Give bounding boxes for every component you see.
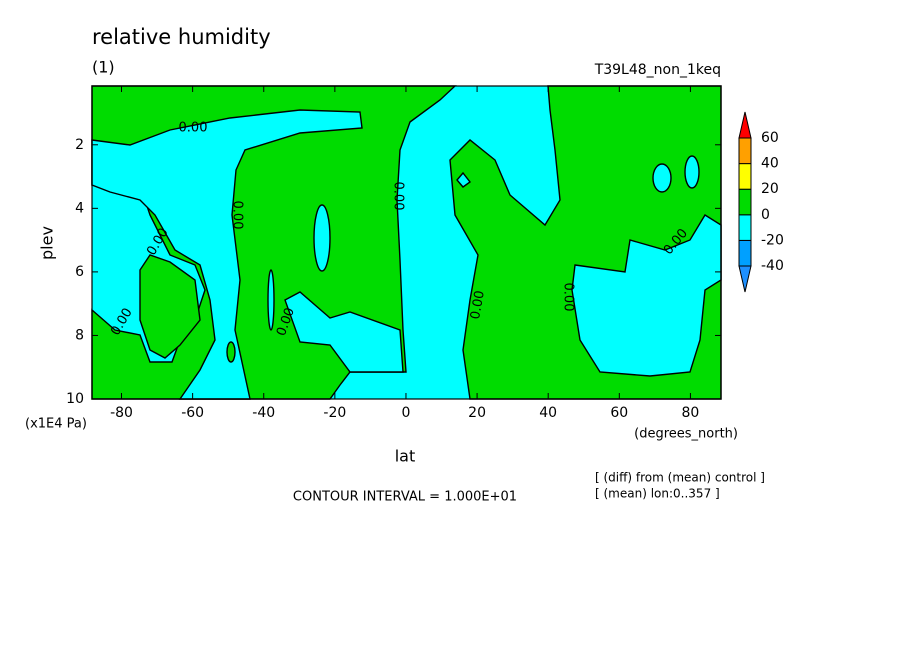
contour-label: 0.00 xyxy=(391,182,406,211)
x-tick-label: 0 xyxy=(402,405,411,421)
colorbar-label: 40 xyxy=(761,156,779,172)
colorbar-box xyxy=(738,137,752,165)
plot-frame xyxy=(91,85,722,400)
colorbar-label: -20 xyxy=(761,232,784,248)
cyan-region xyxy=(456,171,472,188)
colorbar-label: 0 xyxy=(761,207,770,223)
colorbar-box xyxy=(738,188,752,216)
y-axis-label: plev xyxy=(38,226,57,260)
chart-title: relative humidity xyxy=(92,25,271,49)
colorbar-label: -40 xyxy=(761,258,784,274)
run-label: T39L48_non_1keq xyxy=(594,62,721,78)
x-tick-label: 20 xyxy=(468,405,486,421)
contour-label: 0.00 xyxy=(179,121,208,136)
contour-field xyxy=(91,85,722,400)
cyan-region xyxy=(313,204,331,272)
x-tick-label: -80 xyxy=(110,405,133,421)
contour-label: 0.00 xyxy=(230,201,245,230)
cyan-region xyxy=(684,155,700,189)
x-tick-label: 60 xyxy=(610,405,628,421)
chart-subtitle: (1) xyxy=(92,58,115,77)
x-axis-label: lat xyxy=(395,447,416,466)
x-tick-label: -20 xyxy=(323,405,346,421)
cyan-region xyxy=(284,291,404,373)
contour-label: 0.00 xyxy=(468,289,488,320)
y-axis-unit: (x1E4 Pa) xyxy=(25,417,87,432)
x-tick-label: -40 xyxy=(252,405,275,421)
y-tick-label: 4 xyxy=(75,200,84,216)
x-tick-label: 80 xyxy=(682,405,700,421)
note: [ (diff) from (mean) control ] xyxy=(595,471,765,485)
contour-interval: CONTOUR INTERVAL = 1.000E+01 xyxy=(293,490,517,505)
colorbar-extend-high xyxy=(738,111,752,139)
colorbar-box xyxy=(738,214,752,241)
colorbar-box xyxy=(738,239,752,267)
green-region xyxy=(226,341,236,363)
x-tick-label: 40 xyxy=(539,405,557,421)
colorbar-label: 60 xyxy=(761,130,779,146)
y-tick-label: 2 xyxy=(75,137,84,153)
x-axis-unit: (degrees_north) xyxy=(634,427,738,442)
y-tick-label: 10 xyxy=(66,391,84,407)
y-tick-label: 6 xyxy=(75,264,84,280)
colorbar-box xyxy=(738,163,752,190)
cyan-region xyxy=(267,269,275,331)
cyan-region xyxy=(91,109,363,400)
cyan-region xyxy=(652,163,672,193)
colorbar-label: 20 xyxy=(761,181,779,197)
colorbar-extend-low xyxy=(738,265,752,293)
contour-label: 0.00 xyxy=(561,283,576,312)
green-region xyxy=(139,254,201,359)
x-tick-label: -60 xyxy=(181,405,204,421)
cyan-region xyxy=(571,214,722,377)
note: [ (mean) lon:0..357 ] xyxy=(595,487,720,501)
y-tick-label: 8 xyxy=(75,327,84,343)
